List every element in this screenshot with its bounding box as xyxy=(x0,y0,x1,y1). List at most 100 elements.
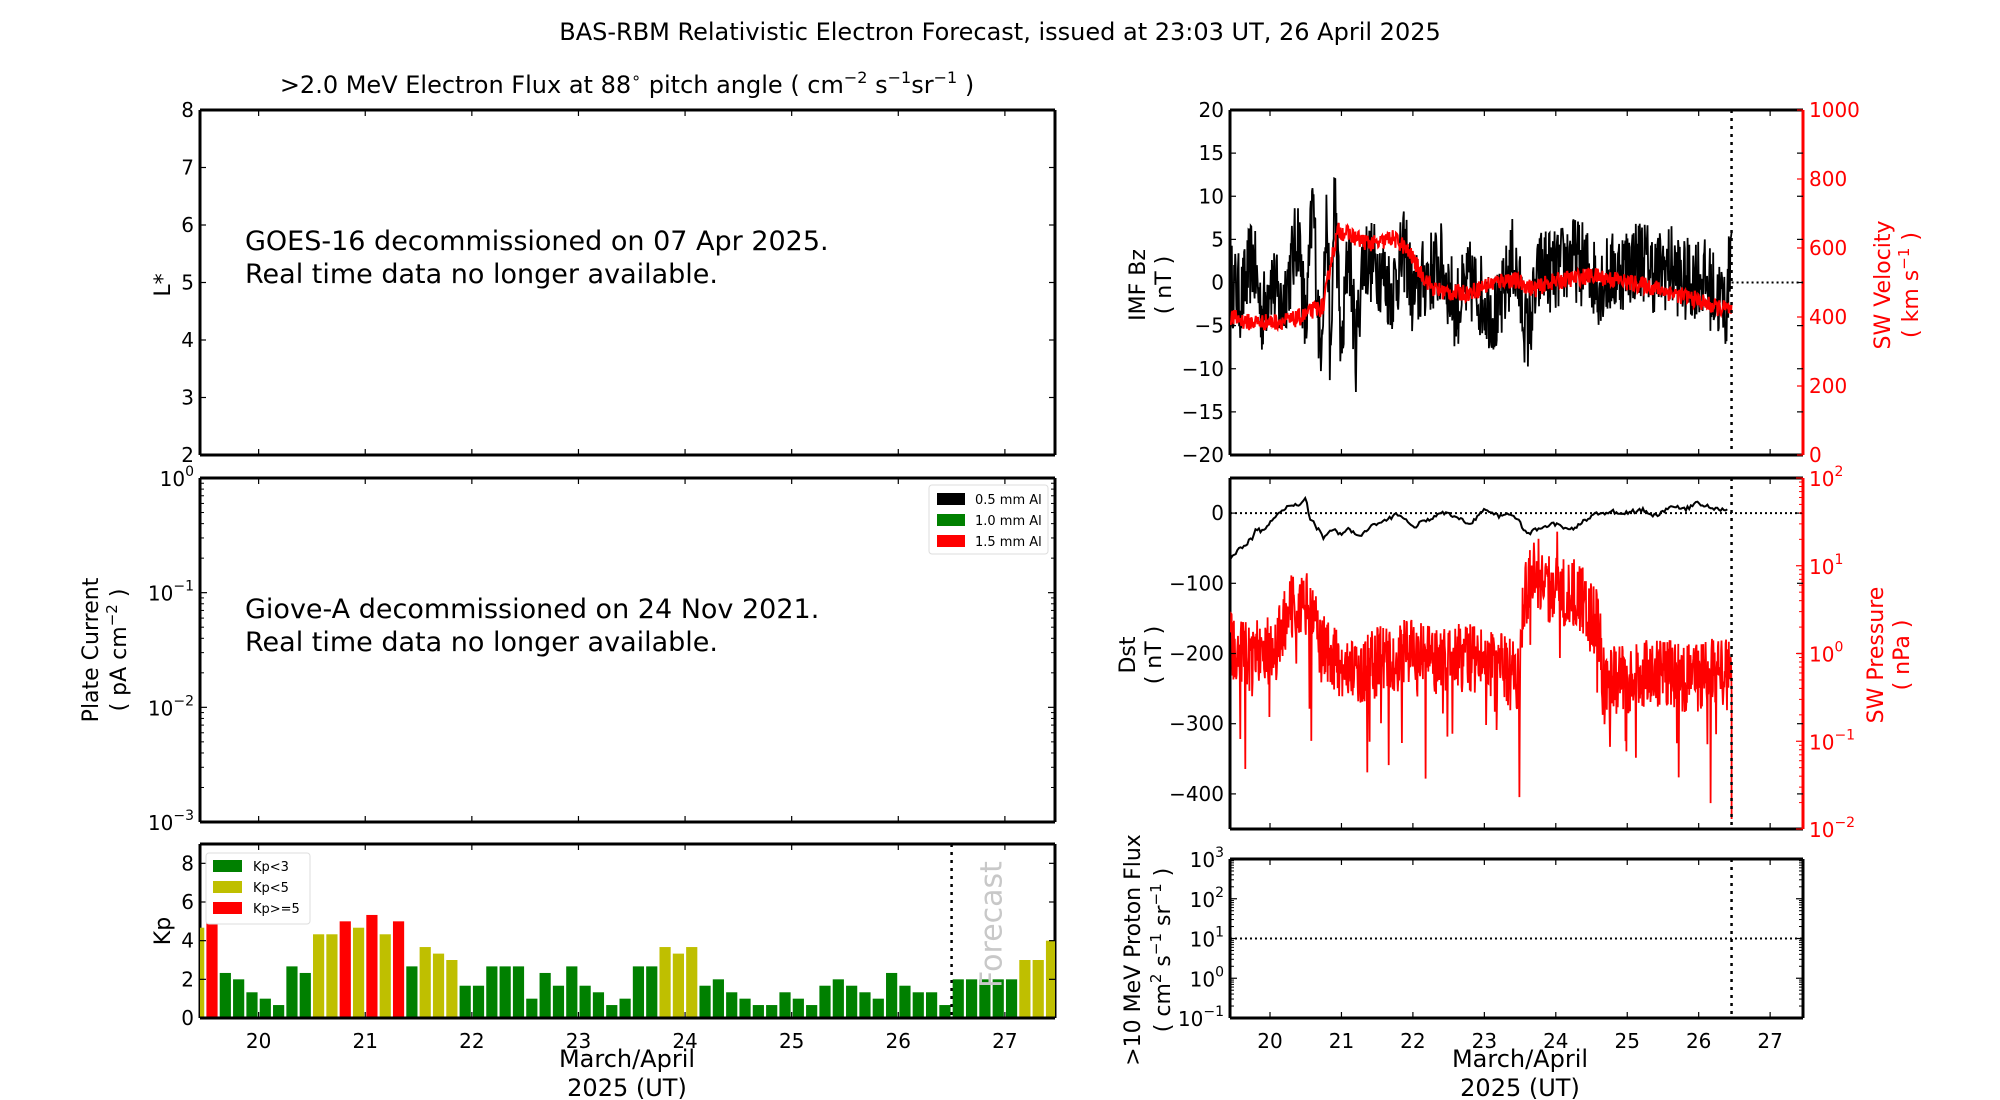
y-tick-label: 100 xyxy=(1809,640,1843,667)
x-tick-label: 22 xyxy=(459,1029,484,1053)
kp-bar xyxy=(526,998,538,1018)
x-tick-label: 24 xyxy=(672,1029,697,1053)
x-axis-label: 2025 (UT) xyxy=(1460,1074,1580,1100)
kp-bar xyxy=(233,979,245,1018)
y-tick-label: 1000 xyxy=(1809,98,1860,122)
kp-bar xyxy=(926,992,938,1018)
kp-bar xyxy=(273,1005,285,1018)
kp-bar xyxy=(886,972,898,1018)
kp-bar xyxy=(792,998,804,1018)
legend: 0.5 mm Al 1.0 mm Al 1.5 mm Al xyxy=(928,484,1049,555)
legend: Kp<3 Kp<5 Kp>=5 xyxy=(205,852,311,925)
y-tick-label: 101 xyxy=(1809,552,1843,579)
y-tick-label: −300 xyxy=(1169,712,1224,736)
y-tick-label: 5 xyxy=(181,271,194,295)
y2-axis-label-line: SW Velocity xyxy=(1871,220,1896,349)
y-tick-label: −10 xyxy=(1182,357,1224,381)
kp-bar xyxy=(472,985,485,1018)
kp-bar xyxy=(299,972,311,1018)
y-axis-label: >10 MeV Proton Flux( cm2 s−1 sr−1 ) xyxy=(1121,834,1176,1066)
y-tick-label: 3 xyxy=(181,386,194,410)
y2-axis-label: SW Velocity( km s−1 ) xyxy=(1871,220,1924,349)
y-tick-label: 600 xyxy=(1809,236,1847,260)
y-tick-label: 7 xyxy=(181,156,194,180)
kp-bar xyxy=(646,966,658,1018)
y-axis-label: IMF Bz( nT ) xyxy=(1126,249,1177,321)
y-tick-label: 0 xyxy=(181,1006,194,1030)
dst-line xyxy=(1230,495,1728,560)
y-axis-label-line: ( nT ) xyxy=(1142,626,1167,685)
x-tick-label: 23 xyxy=(566,1029,591,1053)
kp-bar xyxy=(459,985,471,1018)
kp-bar xyxy=(939,1005,951,1018)
y-axis-label-line: ( pA cm−2 ) xyxy=(103,589,132,712)
y-tick-label: 20 xyxy=(1199,98,1224,122)
imf-bz-panel: −20−15−10−50510152002004006008001000IMF … xyxy=(1126,98,1924,467)
y-tick-label: 0 xyxy=(1211,271,1224,295)
kp-bar xyxy=(246,992,258,1018)
kp-bar xyxy=(912,992,924,1018)
figure-title: BAS-RBM Relativistic Electron Forecast, … xyxy=(559,18,1441,46)
x-tick-label: 25 xyxy=(1615,1029,1640,1053)
x-tick-label: 21 xyxy=(1329,1029,1354,1053)
kp-bar xyxy=(326,934,338,1018)
kp-bar xyxy=(766,1005,778,1018)
unavailable-message: Real time data no longer available. xyxy=(245,627,718,658)
kp-bar xyxy=(566,966,578,1018)
y-tick-label: −200 xyxy=(1169,642,1224,666)
y-tick-label: 10−2 xyxy=(1809,815,1855,842)
x-tick-label: 23 xyxy=(1472,1029,1497,1053)
x-tick-label: 25 xyxy=(779,1029,804,1053)
y-tick-label: 800 xyxy=(1809,167,1847,191)
legend-label: Kp<5 xyxy=(253,881,289,896)
legend-label: 1.0 mm Al xyxy=(975,514,1042,529)
y-tick-label: −20 xyxy=(1182,443,1224,467)
sw-velocity-line xyxy=(1230,222,1733,333)
plate-current-panel: 100 10−1 10−2 10−3 Plate Current( pA cm−2 ) 0… xyxy=(79,464,1057,835)
kp-bar xyxy=(872,998,884,1018)
y-tick-label: 102 xyxy=(1809,464,1843,491)
y-axis-label: Dst( nT ) xyxy=(1116,626,1167,685)
y-tick-label: 8 xyxy=(181,98,194,122)
x-tick-label: 26 xyxy=(886,1029,911,1053)
kp-bar xyxy=(352,927,365,1018)
y-tick-label: 2 xyxy=(181,443,194,467)
unavailable-message: Real time data no longer available. xyxy=(245,259,718,290)
y-axis-label: L* xyxy=(151,273,176,296)
kp-bar xyxy=(832,979,844,1018)
y2-axis-label-line: SW Pressure xyxy=(1864,587,1889,724)
kp-bar xyxy=(1005,979,1018,1018)
legend-label: 0.5 mm Al xyxy=(975,493,1042,508)
y-tick-label: 10−1 xyxy=(148,579,194,606)
x-tick-label: 26 xyxy=(1686,1029,1711,1053)
kp-bar xyxy=(206,921,218,1018)
y-tick-label: 4 xyxy=(181,929,194,953)
legend-swatch xyxy=(213,860,242,872)
y-axis-label-line: IMF Bz xyxy=(1126,249,1151,321)
kp-bar xyxy=(672,953,685,1018)
kp-bar xyxy=(899,985,911,1018)
x-axis-label: March/April xyxy=(559,1045,695,1073)
kp-bar xyxy=(539,972,551,1018)
legend-swatch xyxy=(213,881,242,893)
kp-bar xyxy=(632,966,645,1018)
panel-title: >2.0 MeV Electron Flux at 88∘ pitch angl… xyxy=(280,68,974,99)
sw-pressure-line xyxy=(1230,531,1733,819)
y-tick-label: 100 xyxy=(1190,964,1224,991)
kp-bar xyxy=(432,953,445,1018)
y-axis-label-line: Kp xyxy=(151,917,176,945)
y-tick-label: 10−3 xyxy=(148,808,194,835)
legend-swatch xyxy=(213,902,242,914)
kp-bar xyxy=(339,921,351,1018)
kp-bar xyxy=(619,998,631,1018)
y-axis-label-line: ( nT ) xyxy=(1152,256,1177,315)
y2-axis-label: SW Pressure( nPa ) xyxy=(1864,587,1915,724)
y-tick-label: 400 xyxy=(1809,305,1847,329)
y-tick-label: −400 xyxy=(1169,782,1224,806)
kp-bar xyxy=(286,966,298,1018)
y-axis-label-line: Plate Current xyxy=(79,577,104,722)
kp-bar xyxy=(446,960,458,1018)
y-tick-label: 6 xyxy=(181,890,194,914)
y-tick-label: 10−1 xyxy=(1178,1004,1224,1031)
